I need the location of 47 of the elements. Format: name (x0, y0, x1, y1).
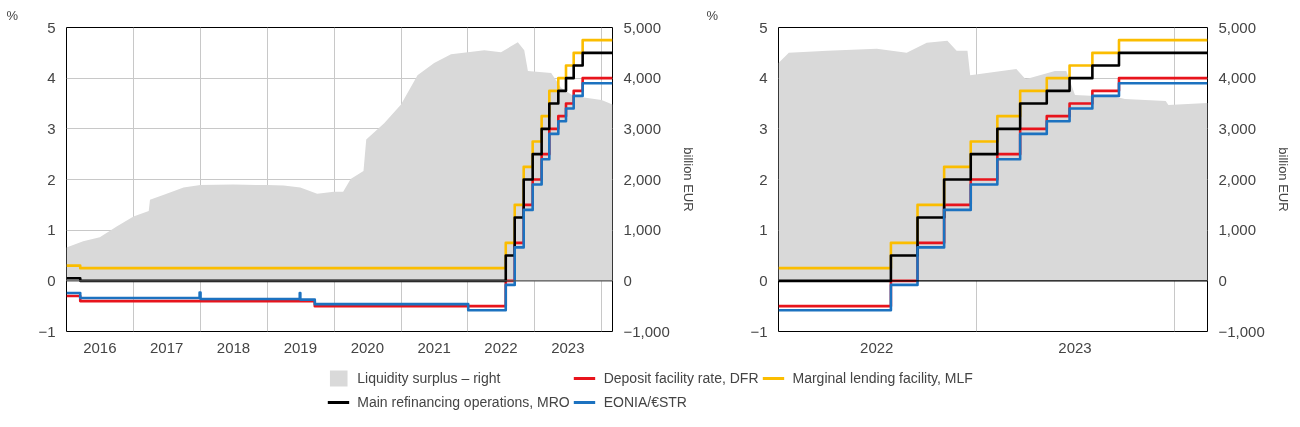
x-tick-label: 2018 (216, 338, 251, 356)
y-tick-label: 0 (47, 271, 56, 289)
y-axis-title: % (6, 7, 19, 23)
y-tick-label: 0 (759, 271, 768, 289)
y2-tick-label: 5,000 (623, 18, 662, 36)
x-tick-label: 2021 (417, 338, 451, 356)
legend-label: Deposit facility rate, DFR (603, 370, 759, 386)
y2-tick-label: 3,000 (1218, 119, 1257, 137)
x-tick-label: 2023 (1058, 338, 1092, 356)
y2-tick-label: 4,000 (623, 69, 662, 87)
y-tick-label: 4 (759, 69, 768, 87)
y-tick-label: −1 (38, 322, 56, 340)
x-tick-label: 2022 (860, 338, 894, 356)
y-tick-label: 3 (47, 119, 56, 137)
y2-tick-label: 1,000 (1218, 221, 1257, 239)
x-tick-label: 2016 (83, 338, 117, 356)
y-tick-label: 5 (759, 18, 768, 36)
y2-tick-label: 0 (1218, 271, 1227, 289)
y2-axis-title: billion EUR (680, 147, 696, 212)
y-tick-label: 4 (47, 69, 56, 87)
x-tick-label: 2017 (149, 338, 184, 356)
y-tick-label: 3 (759, 119, 768, 137)
y-tick-label: −1 (750, 322, 768, 340)
y2-axis-title: billion EUR (1275, 147, 1291, 212)
y2-tick-label: −1,000 (623, 322, 670, 340)
x-tick-label: 2022 (484, 338, 518, 356)
x-tick-label: 2019 (283, 338, 318, 356)
y-tick-label: 1 (47, 221, 56, 239)
x-tick-label: 2020 (350, 338, 385, 356)
y2-tick-label: 5,000 (1218, 18, 1257, 36)
legend-label: Marginal lending facility, MLF (792, 370, 973, 386)
y2-tick-label: 2,000 (1218, 170, 1257, 188)
y-axis-title: % (706, 7, 719, 23)
legend-label: EONIA/€STR (603, 394, 687, 410)
y2-tick-label: 0 (623, 271, 632, 289)
x-tick-label: 2023 (551, 338, 585, 356)
y2-tick-label: −1,000 (1218, 322, 1265, 340)
y2-tick-label: 1,000 (623, 221, 662, 239)
y-tick-label: 1 (759, 221, 768, 239)
y-tick-label: 2 (759, 170, 768, 188)
legend-label: Main refinancing operations, MRO (357, 394, 570, 410)
y2-tick-label: 4,000 (1218, 69, 1257, 87)
y2-tick-label: 2,000 (623, 170, 662, 188)
legend-label: Liquidity surplus – right (357, 370, 501, 386)
y-tick-label: 5 (47, 18, 56, 36)
y2-tick-label: 3,000 (623, 119, 662, 137)
y-tick-label: 2 (47, 170, 56, 188)
